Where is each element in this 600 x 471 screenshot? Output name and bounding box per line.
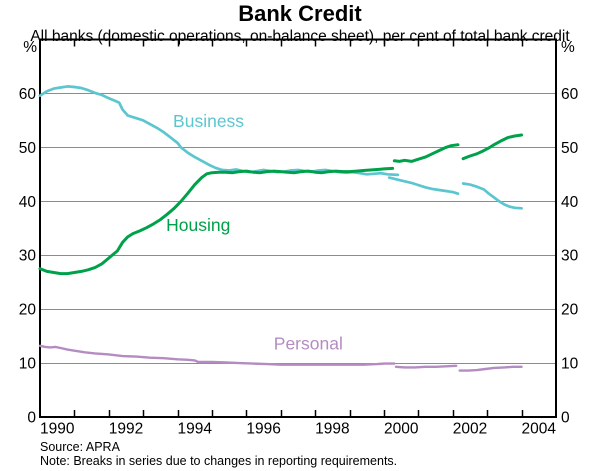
chart-subtitle: All banks (domestic operations, on-balan… — [30, 28, 570, 45]
y-axis-label-left-40: 40 — [19, 194, 37, 211]
y-axis-label-right-50: 50 — [561, 140, 579, 157]
y-axis-label-right-20: 20 — [561, 302, 579, 319]
series-personal-line-segment-2 — [394, 364, 458, 369]
x-axis-label-1994: 1994 — [178, 421, 213, 438]
x-axis-label-1996: 1996 — [246, 421, 280, 438]
chart-title: Bank Credit — [238, 1, 362, 26]
chart-footnotes: Source: APRA Note: Breaks in series due … — [40, 440, 580, 468]
series-label-personal: Personal — [274, 334, 343, 354]
y-axis-label-left-0: 0 — [27, 410, 36, 427]
plot-frame — [39, 38, 557, 418]
series-label-housing: Housing — [166, 215, 230, 235]
y-axis-label-right-60: 60 — [561, 86, 579, 103]
source-text: Source: APRA — [40, 440, 120, 454]
series-personal-line-segment-1 — [38, 344, 396, 366]
series-label-business: Business — [173, 111, 244, 131]
x-axis-label-1998: 1998 — [315, 421, 349, 438]
x-axis-label-1990: 1990 — [40, 421, 75, 438]
y-axis-unit-left: % — [23, 39, 37, 56]
x-axis-label-2000: 2000 — [384, 421, 419, 438]
y-axis-label-left-60: 60 — [19, 86, 37, 103]
x-axis-label-2002: 2002 — [453, 421, 487, 438]
series-business-line-segment-3 — [461, 182, 523, 210]
x-axis-label-1992: 1992 — [109, 421, 143, 438]
y-axis-label-right-0: 0 — [561, 410, 570, 427]
series-housing-line-segment-2 — [392, 143, 460, 163]
y-axis-label-left-30: 30 — [19, 248, 37, 265]
series-personal-line-segment-3 — [458, 365, 523, 372]
x-axis-label-2004: 2004 — [522, 421, 557, 438]
series-housing-line-segment-3 — [461, 133, 524, 161]
y-axis-label-left-20: 20 — [19, 302, 37, 319]
y-axis-label-left-50: 50 — [19, 140, 37, 157]
y-axis-unit-right: % — [561, 39, 575, 56]
y-axis-label-right-30: 30 — [561, 248, 579, 265]
series-housing-line-segment-1 — [38, 166, 395, 276]
series-business-line-segment-2 — [387, 176, 460, 196]
note-text: Note: Breaks in series due to changes in… — [40, 454, 398, 468]
y-axis-label-left-10: 10 — [19, 356, 37, 373]
y-axis-label-right-40: 40 — [561, 194, 579, 211]
y-axis-label-right-10: 10 — [561, 356, 579, 373]
